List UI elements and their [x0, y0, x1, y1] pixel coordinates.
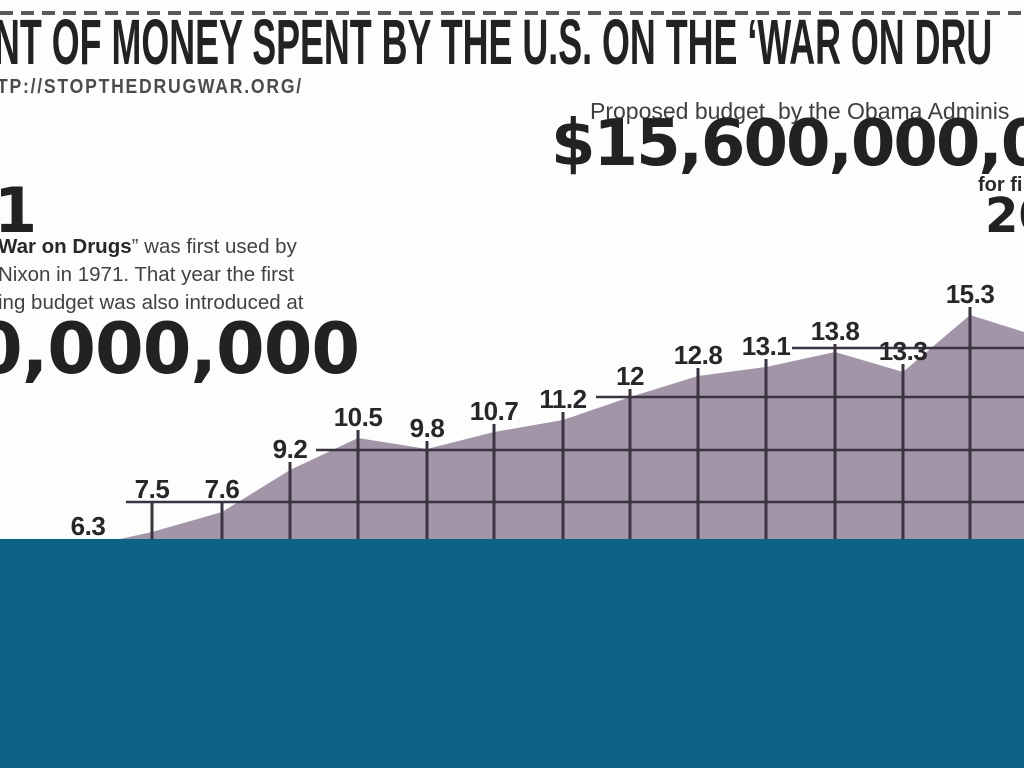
chart-value-label: 15.3	[946, 280, 995, 309]
chart-value-label: 10.5	[334, 402, 383, 432]
origin-note-line1-bold: War on Drugs	[0, 235, 132, 258]
origin-note-line1: War on Drugs” was first used by	[0, 233, 303, 261]
chart-value-label: 13.1	[742, 331, 791, 361]
origin-budget-amount: 0,000,000	[0, 308, 360, 390]
top-dashed-border	[0, 11, 1024, 15]
chart-value-label: 6.3	[71, 511, 106, 541]
chart-value-label: 13.3	[879, 336, 928, 366]
chart-value-label: 11.2	[539, 384, 586, 414]
origin-year-digit: 1	[0, 174, 38, 247]
fiscal-year-note: for fi	[978, 174, 1023, 196]
fiscal-year-value: 20	[985, 188, 1024, 244]
bottom-slide-overlay	[0, 539, 1024, 768]
spending-area-chart: 6.3 7.5 7.6 9.2 10.5 9.8 10.7 11.2 12 12.8 13.1 13.…	[0, 280, 1024, 548]
chart-value-label: 10.7	[470, 396, 519, 426]
proposed-budget-caption: Proposed budget by the Obama Adminis	[590, 98, 1010, 124]
page-title: NT OF MONEY SPENT BY THE U.S. ON THE ‘WA…	[0, 6, 993, 78]
chart-value-label: 12	[616, 361, 644, 391]
chart-value-label: 7.6	[205, 474, 240, 504]
chart-value-label: 13.8	[811, 316, 860, 346]
chart-value-label: 9.8	[410, 413, 445, 443]
source-url: TP://STOPTHEDRUGWAR.ORG/	[0, 76, 303, 98]
origin-note-paragraph: War on Drugs” was first used by Nixon in…	[0, 233, 303, 317]
origin-note-line3: ing budget was also introduced at	[0, 291, 304, 314]
chart-value-label: 12.8	[674, 340, 723, 370]
chart-value-label: 9.2	[273, 434, 308, 464]
proposed-budget-amount: $15,600,000,0	[551, 107, 1024, 181]
chart-value-label: 7.5	[135, 474, 170, 504]
origin-note-line1-rest: ” was first used by	[131, 235, 297, 258]
area-series-shape	[70, 315, 1024, 548]
origin-note-line2: Nixon in 1971. That year the first	[0, 263, 294, 286]
spending-area-chart-svg: 6.3 7.5 7.6 9.2 10.5 9.8 10.7 11.2 12 12.8 13.1 13.…	[70, 280, 1024, 548]
